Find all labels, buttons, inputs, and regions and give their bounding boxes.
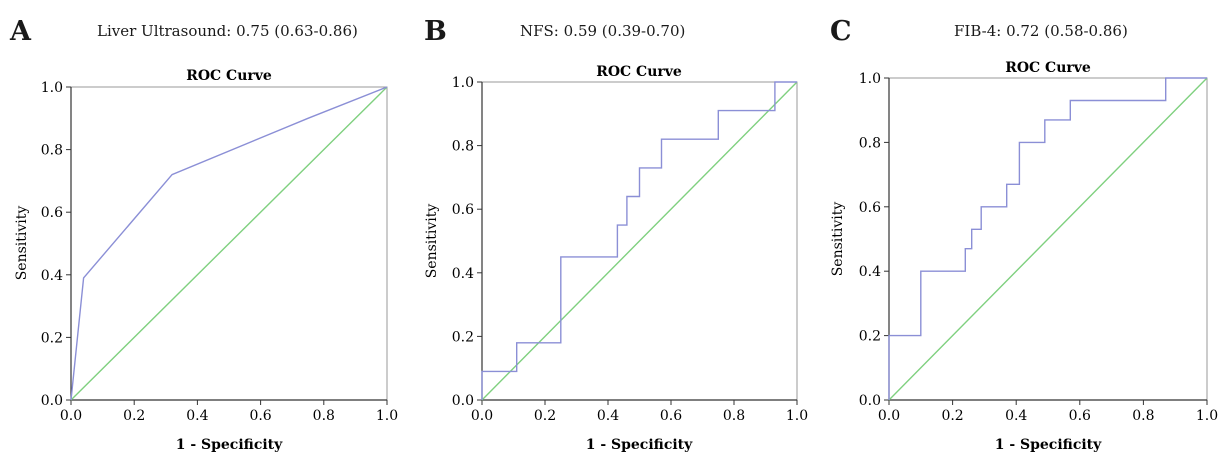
y-tick-label: 0.2 <box>452 329 474 345</box>
y-tick-label: 0.8 <box>452 139 474 155</box>
panel-letter: A <box>10 16 31 47</box>
panel-a: A Liver Ultrasound: 0.75 (0.63-0.86) ROC… <box>0 0 400 453</box>
reference-diagonal-line <box>481 81 798 401</box>
x-tick-label: 0.8 <box>1132 408 1154 424</box>
roc-chart-c: ROC Curve Sensitivity 1 - Specificity 0.… <box>830 60 1218 453</box>
y-tick-label: 0.4 <box>452 266 474 282</box>
y-tick-label: 1.0 <box>41 80 63 96</box>
y-axis-label: Sensitivity <box>830 202 846 277</box>
y-axis-label: Sensitivity <box>14 206 30 281</box>
x-tick-label: 0.0 <box>60 408 82 424</box>
roc-chart-b: ROC Curve Sensitivity 1 - Specificity 0.… <box>424 64 808 453</box>
x-tick-label: 0.8 <box>723 408 745 424</box>
chart-title: ROC Curve <box>186 68 272 84</box>
panel-letter: B <box>424 16 447 47</box>
x-tick-label: 0.6 <box>1069 408 1091 424</box>
y-tick-label: 0.0 <box>41 393 63 409</box>
y-tick-label: 0.4 <box>859 264 881 280</box>
chart-title: ROC Curve <box>1005 60 1091 76</box>
y-tick-label: 1.0 <box>452 75 474 91</box>
y-tick-label: 0.6 <box>452 202 474 218</box>
x-tick-label: 0.2 <box>941 408 963 424</box>
roc-curve-line <box>481 81 797 400</box>
x-tick-label: 0.6 <box>249 408 271 424</box>
y-tick-label: 0.4 <box>41 268 63 284</box>
roc-chart-a: ROC Curve Sensitivity 1 - Specificity 0.… <box>14 68 398 453</box>
roc-curve-line <box>888 77 1207 400</box>
x-axis-label: 1 - Specificity <box>176 437 283 453</box>
x-tick-label: 0.2 <box>534 408 556 424</box>
x-tick-label: 1.0 <box>1196 408 1218 424</box>
y-tick-label: 0.2 <box>859 329 881 345</box>
x-tick-label: 1.0 <box>376 408 398 424</box>
y-tick-label: 0.8 <box>41 143 63 159</box>
y-tick-label: 0.0 <box>452 393 474 409</box>
x-tick-label: 0.6 <box>660 408 682 424</box>
x-axis-label: 1 - Specificity <box>586 437 693 453</box>
reference-diagonal-line <box>70 86 388 401</box>
y-tick-label: 0.0 <box>859 393 881 409</box>
x-tick-label: 0.2 <box>123 408 145 424</box>
y-axis-label: Sensitivity <box>424 204 440 279</box>
x-tick-label: 0.4 <box>186 408 208 424</box>
y-tick-label: 0.2 <box>41 330 63 346</box>
x-tick-label: 0.0 <box>878 408 900 424</box>
x-axis-label: 1 - Specificity <box>995 437 1102 453</box>
x-tick-label: 0.0 <box>471 408 493 424</box>
panel-caption: Liver Ultrasound: 0.75 (0.63-0.86) <box>97 22 358 40</box>
panel-caption: NFS: 0.59 (0.39-0.70) <box>520 22 686 40</box>
x-tick-label: 0.4 <box>1005 408 1027 424</box>
x-tick-label: 1.0 <box>786 408 808 424</box>
y-tick-label: 0.6 <box>41 205 63 221</box>
x-tick-label: 0.8 <box>313 408 335 424</box>
panel-caption: FIB-4: 0.72 (0.58-0.86) <box>954 22 1128 40</box>
panel-b: B NFS: 0.59 (0.39-0.70) ROC Curve Sensit… <box>410 0 810 453</box>
y-tick-label: 1.0 <box>859 71 881 87</box>
reference-diagonal-line <box>888 77 1208 401</box>
y-tick-label: 0.8 <box>859 135 881 151</box>
roc-curve-line <box>70 86 388 401</box>
x-tick-label: 0.4 <box>597 408 619 424</box>
chart-title: ROC Curve <box>596 64 682 80</box>
panel-letter: C <box>830 16 852 47</box>
panel-c: C FIB-4: 0.72 (0.58-0.86) ROC Curve Sens… <box>818 0 1218 453</box>
y-tick-label: 0.6 <box>859 200 881 216</box>
